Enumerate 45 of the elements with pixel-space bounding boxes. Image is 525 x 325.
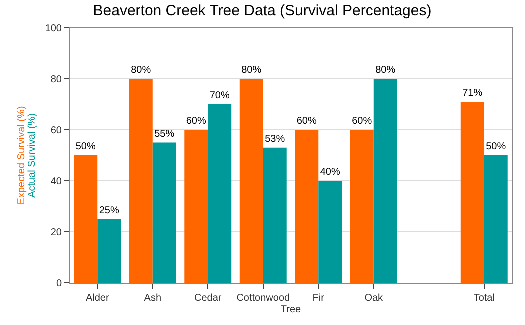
data-label: 50% (486, 142, 506, 152)
data-label: 80% (131, 65, 152, 76)
x-tick-label: Cottonwood (236, 293, 290, 304)
data-label: 53% (265, 134, 286, 145)
chart-title: Beaverton Creek Tree Data (Survival Percentages) (93, 2, 432, 20)
bar (74, 156, 98, 283)
bar (318, 181, 342, 283)
y-axis-title: Expected Survival (%) (16, 106, 28, 205)
data-label: 40% (320, 167, 340, 178)
bar (240, 79, 264, 283)
data-label: 55% (154, 128, 175, 140)
y-tick-label: 40 (50, 176, 62, 188)
x-tick-label: Total (474, 293, 495, 304)
bar (263, 148, 287, 283)
data-label: 80% (376, 65, 396, 76)
data-label: 80% (242, 65, 262, 76)
data-label: 70% (210, 90, 230, 102)
bar (295, 130, 319, 283)
bar (98, 219, 122, 283)
bar (208, 104, 232, 283)
y-tick-label: 20 (50, 228, 62, 238)
x-tick-label: Fir (312, 293, 326, 304)
y-tick-label: 60 (50, 126, 62, 136)
y-tick-label: 0 (56, 278, 62, 290)
y-tick-label: 100 (45, 24, 62, 34)
bar (152, 142, 176, 283)
x-tick-label: Oak (364, 293, 384, 304)
data-label: 60% (186, 116, 206, 127)
bar (350, 130, 374, 283)
y-tick-label: 80 (50, 74, 62, 86)
x-tick-label: Alder (86, 293, 110, 304)
data-label: 25% (99, 205, 120, 216)
text: Actual Survival (%) (26, 113, 38, 198)
data-label: 60% (296, 116, 317, 127)
bar (129, 79, 153, 283)
bar (184, 130, 208, 283)
x-tick-label: Cedar (194, 293, 222, 304)
bar (460, 102, 484, 283)
x-axis-title: Tree (280, 304, 302, 316)
data-label: 50% (76, 142, 96, 152)
bar (484, 156, 508, 283)
bar (374, 79, 398, 283)
x-tick-label: Ash (144, 293, 162, 304)
data-label: 60% (352, 116, 372, 127)
data-label: 71% (462, 88, 483, 99)
